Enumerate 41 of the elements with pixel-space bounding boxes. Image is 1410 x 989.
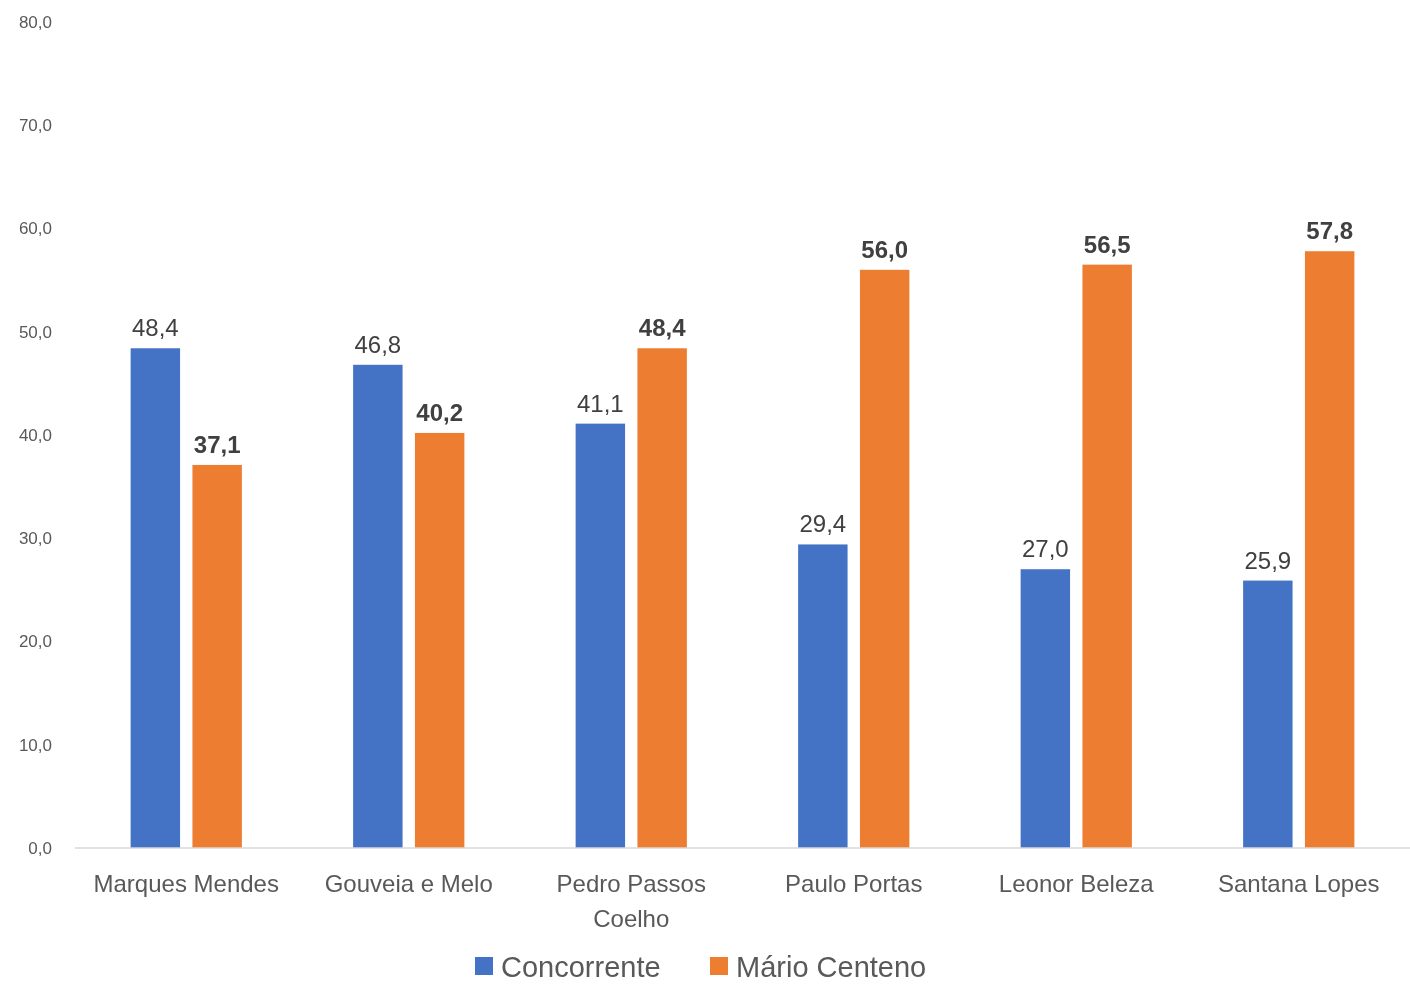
bar — [414, 432, 465, 848]
data-label: 41,1 — [576, 389, 624, 417]
data-label: 27,0 — [1021, 535, 1069, 563]
y-tick-label: 40,0 — [18, 425, 52, 445]
x-tick-label: Santana Lopes — [1218, 870, 1380, 897]
bar — [353, 364, 403, 848]
y-tick-label: 0,0 — [28, 838, 52, 858]
data-label: 40,2 — [416, 398, 464, 426]
data-label: 57,8 — [1306, 217, 1354, 245]
legend-label: Mário Centeno — [736, 951, 927, 983]
y-tick-label: 10,0 — [18, 735, 52, 755]
data-label: 48,4 — [131, 314, 179, 342]
data-label: 37,1 — [193, 430, 241, 458]
bar — [1304, 251, 1355, 848]
x-tick-label: Pedro Passos Coelho — [556, 870, 706, 932]
bar — [130, 348, 181, 848]
data-label: 56,5 — [1083, 230, 1131, 258]
x-tick-label: Leonor Beleza — [998, 870, 1155, 897]
data-label: 25,9 — [1244, 546, 1292, 574]
x-tick-label: Marques Mendes — [93, 870, 279, 897]
bar — [859, 269, 910, 848]
data-label: 29,4 — [799, 510, 847, 538]
bar — [575, 423, 626, 848]
y-tick-label: 80,0 — [18, 12, 52, 32]
data-label: 56,0 — [861, 235, 909, 263]
data-label: 48,4 — [638, 314, 687, 342]
bar — [1243, 580, 1293, 848]
bar — [798, 544, 848, 848]
legend-label: Concorrente — [501, 951, 661, 983]
y-tick-label: 70,0 — [18, 116, 52, 136]
data-label: 46,8 — [354, 330, 402, 358]
bar — [637, 348, 687, 848]
bar — [1082, 264, 1132, 848]
y-tick-label: 50,0 — [18, 322, 52, 342]
bar — [192, 464, 242, 848]
y-tick-label: 20,0 — [18, 632, 52, 652]
x-tick-label: Paulo Portas — [785, 870, 923, 897]
bar — [1020, 569, 1071, 848]
x-tick-label: Gouveia e Melo — [324, 870, 493, 897]
y-tick-label: 60,0 — [18, 219, 52, 239]
y-tick-label: 30,0 — [18, 529, 52, 549]
